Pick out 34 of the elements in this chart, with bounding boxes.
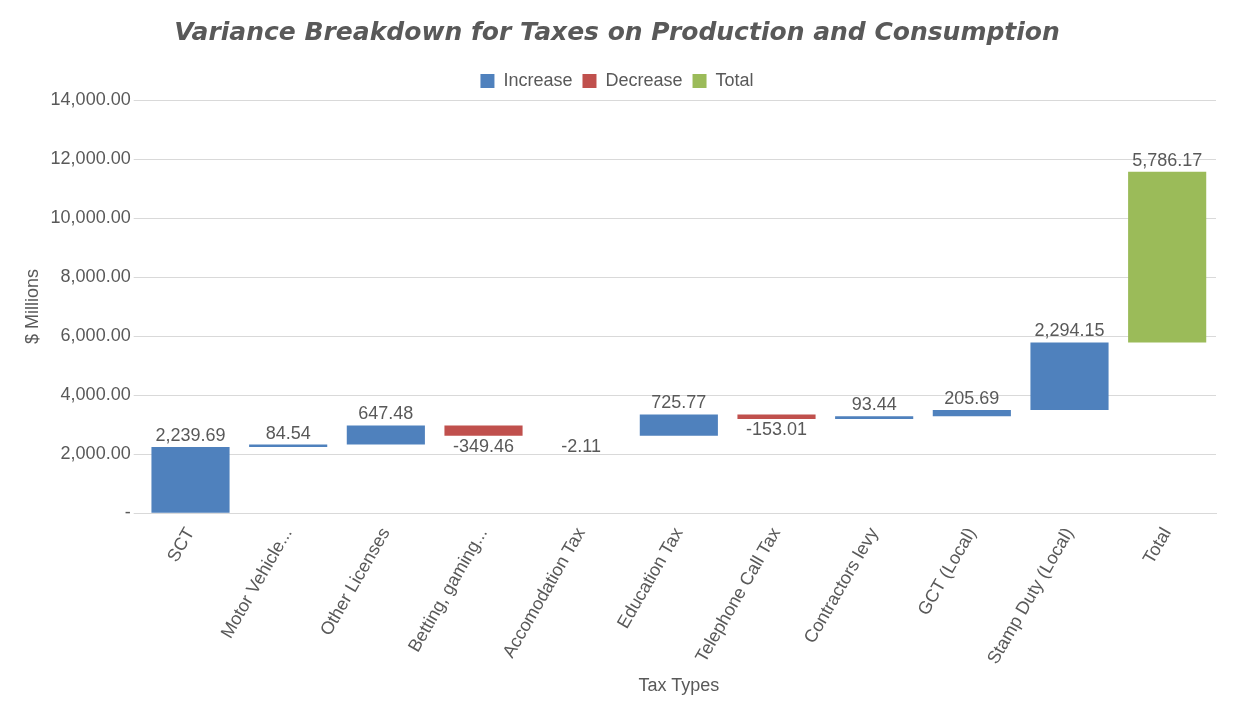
text: 725.77: [651, 392, 707, 413]
bar: [1128, 171, 1207, 343]
legend-label: Increase: [503, 69, 573, 90]
bar: [444, 425, 523, 436]
y-tick-label: 10,000.00: [50, 207, 131, 228]
chart-title: Variance Breakdown for Taxes on Production and Consumption: [174, 16, 1060, 46]
text: -349.46: [452, 435, 515, 456]
text: 2,239.69: [155, 425, 226, 446]
y-axis-title: $ Millions: [21, 269, 42, 345]
y-tick-label: 4,000.00: [60, 384, 131, 405]
legend-label: Decrease: [605, 69, 683, 90]
bar: [932, 410, 1011, 417]
bar: [835, 416, 914, 419]
text: 93.44: [851, 394, 897, 415]
y-tick-label: 12,000.00: [50, 148, 131, 168]
text: 2,294.15: [1034, 320, 1105, 341]
bar: [1030, 342, 1109, 411]
bar: [639, 414, 718, 436]
y-tick-label: 2,000.00: [60, 443, 131, 464]
text: -153.01: [745, 418, 808, 439]
text: 647.48: [358, 403, 414, 424]
y-tick-label: -: [124, 502, 131, 523]
y-tick-label: 8,000.00: [60, 266, 131, 287]
y-tick-label: 6,000.00: [60, 325, 131, 346]
text: 5,786.17: [1132, 149, 1203, 170]
bar: [151, 447, 230, 513]
x-axis-title: Tax Types: [638, 675, 720, 696]
text: 84.54: [265, 422, 311, 443]
text: 205.69: [944, 388, 1000, 409]
bar: [737, 414, 816, 419]
bar: [346, 425, 425, 445]
y-tick-label: 14,000.00: [50, 88, 131, 109]
text: -2.11: [561, 435, 602, 456]
legend-label: Total: [715, 69, 754, 90]
